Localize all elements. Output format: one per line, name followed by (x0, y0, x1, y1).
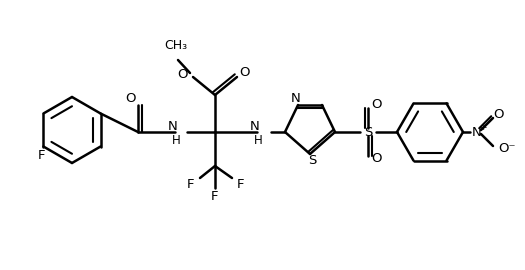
Text: F: F (211, 190, 219, 202)
Text: O⁻: O⁻ (498, 143, 516, 156)
Text: F: F (237, 178, 245, 191)
Text: S: S (308, 154, 316, 167)
Text: O: O (177, 68, 188, 80)
Text: H: H (172, 133, 181, 147)
Text: CH₃: CH₃ (164, 39, 187, 52)
Text: O: O (372, 153, 382, 166)
Text: O: O (239, 66, 249, 79)
Text: N: N (291, 93, 301, 106)
Text: N: N (472, 126, 482, 139)
Text: O: O (372, 99, 382, 112)
Text: O: O (125, 92, 135, 104)
Text: H: H (254, 133, 262, 147)
Text: S: S (364, 126, 372, 139)
Text: N: N (250, 120, 260, 133)
Text: N: N (168, 120, 178, 133)
Text: F: F (187, 178, 195, 191)
Text: F: F (38, 149, 45, 162)
Text: +: + (479, 123, 487, 131)
Text: O: O (493, 109, 503, 122)
